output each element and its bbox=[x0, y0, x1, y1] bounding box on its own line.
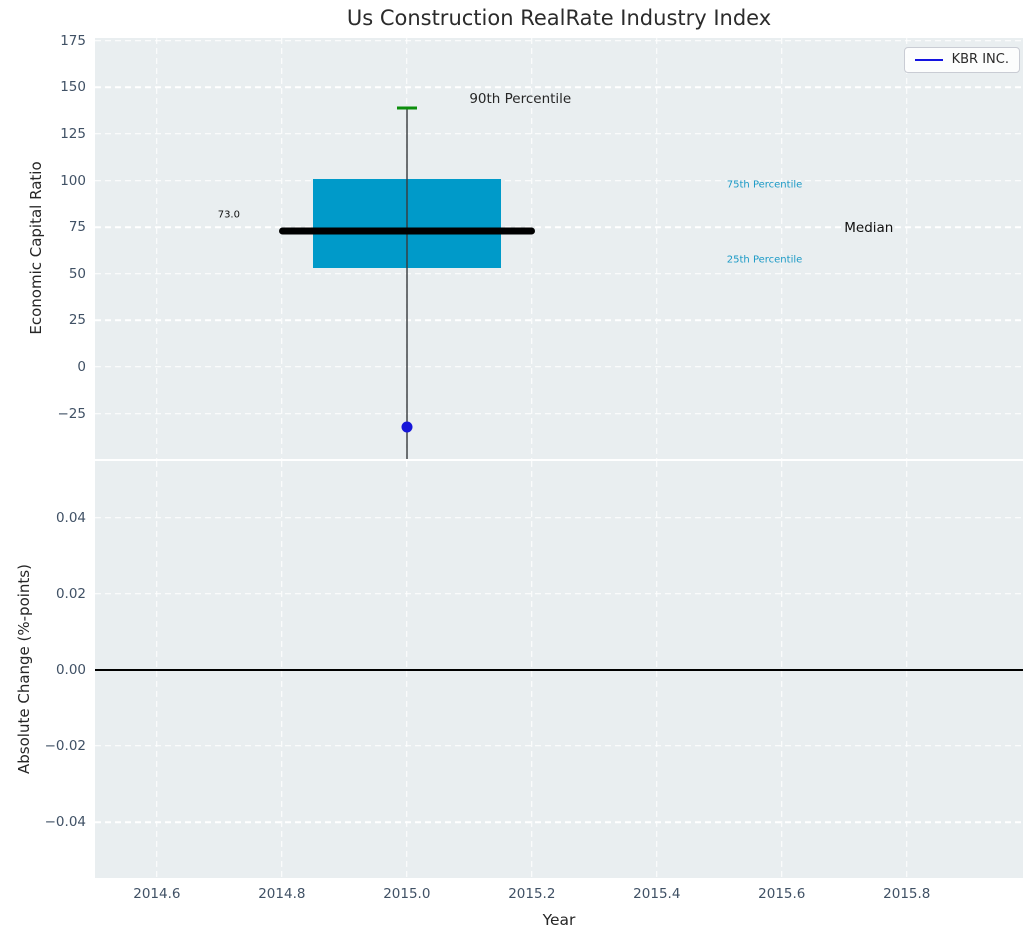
x-tick-label: 2015.0 bbox=[383, 886, 431, 902]
y-tick-label: 100 bbox=[60, 172, 86, 189]
x-tick-label: 2015.4 bbox=[633, 886, 681, 902]
y-tick-label: 25 bbox=[68, 312, 86, 329]
y-tick-label: −0.04 bbox=[44, 814, 86, 831]
x-tick-label: 2015.2 bbox=[508, 886, 556, 902]
y-gridline bbox=[95, 226, 1023, 228]
whisker-cap-90th bbox=[396, 106, 417, 110]
annotation-75th-percentile: 75th Percentile bbox=[726, 179, 803, 191]
y-tick-label: 175 bbox=[60, 32, 86, 49]
y-tick-label: 0.00 bbox=[55, 661, 86, 678]
x-gridline bbox=[906, 38, 908, 459]
y-gridline bbox=[95, 273, 1023, 275]
x-tick-label: 2014.8 bbox=[258, 886, 306, 902]
y-gridline bbox=[95, 366, 1023, 368]
top-plot-area: KBR INC. 90th Percentile 75th Percentile M… bbox=[95, 38, 1023, 459]
y-gridline bbox=[95, 745, 1023, 747]
y-gridline bbox=[95, 40, 1023, 42]
legend: KBR INC. bbox=[903, 47, 1020, 73]
y-tick-label: 75 bbox=[68, 219, 86, 236]
y-gridline bbox=[95, 516, 1023, 519]
zero-reference-line bbox=[95, 668, 1023, 671]
x-gridline bbox=[156, 38, 158, 459]
legend-line-icon bbox=[914, 58, 943, 61]
bottom-plot-area bbox=[95, 461, 1023, 878]
annotation-90th-percentile: 90th Percentile bbox=[469, 90, 572, 107]
annotation-73-0: 73.0 bbox=[217, 209, 240, 221]
y-tick-label: 0.04 bbox=[55, 509, 86, 526]
y-tick-label: 50 bbox=[68, 265, 86, 282]
x-tick-label: 2015.8 bbox=[883, 886, 931, 902]
annotation-25th-percentile: 25th Percentile bbox=[726, 254, 803, 266]
y-gridline bbox=[95, 593, 1023, 595]
y-gridline bbox=[95, 133, 1023, 135]
median-line bbox=[278, 227, 535, 235]
x-gridline bbox=[781, 38, 783, 459]
y-gridline bbox=[95, 319, 1023, 322]
kbr-data-point bbox=[401, 421, 413, 433]
x-tick-label: 2015.6 bbox=[758, 886, 806, 902]
x-gridline bbox=[531, 38, 533, 459]
y-gridline bbox=[95, 412, 1023, 415]
chart-title: Us Construction RealRate Industry Index bbox=[346, 6, 772, 30]
y-tick-label: −25 bbox=[57, 405, 87, 422]
x-axis-label: Year bbox=[542, 911, 576, 929]
y-tick-label: −0.02 bbox=[44, 737, 86, 754]
x-gridline bbox=[281, 38, 283, 459]
y-gridline bbox=[95, 179, 1023, 182]
x-gridline bbox=[656, 38, 658, 459]
whisker-line bbox=[405, 107, 408, 459]
y-tick-label: 0 bbox=[77, 358, 86, 375]
y-tick-label: 150 bbox=[60, 79, 86, 96]
y-tick-label: 0.02 bbox=[55, 585, 86, 602]
y-gridline bbox=[95, 86, 1023, 89]
x-tick-label: 2014.6 bbox=[133, 886, 181, 902]
y-tick-label: 125 bbox=[60, 125, 86, 142]
y-gridline bbox=[95, 821, 1023, 823]
annotation-median: Median bbox=[844, 220, 894, 237]
legend-label-kbr: KBR INC. bbox=[951, 52, 1009, 67]
